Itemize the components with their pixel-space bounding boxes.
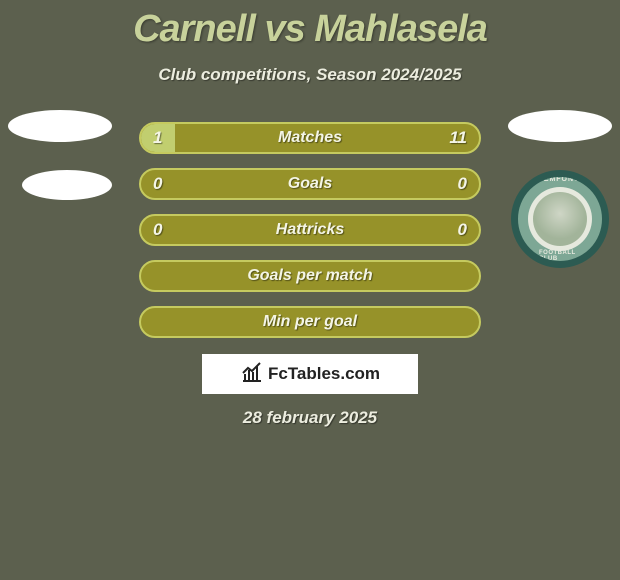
- bar-left-value: 0: [153, 174, 162, 194]
- badge-bottom-text: FOOTBALL CLUB: [539, 250, 581, 262]
- badge-inner-graphic: [533, 192, 587, 246]
- stat-bar: Min per goal: [139, 306, 481, 338]
- subtitle: Club competitions, Season 2024/2025: [0, 65, 620, 85]
- bar-right-value: 11: [449, 128, 467, 148]
- right-team-logo-placeholder-1: [508, 110, 612, 142]
- bar-left-value: 0: [153, 220, 162, 240]
- bar-label: Min per goal: [263, 313, 357, 331]
- stat-bar: 0 Hattricks 0: [139, 214, 481, 246]
- stat-bar: 0 Goals 0: [139, 168, 481, 200]
- bar-label: Goals: [288, 175, 332, 193]
- stat-bar: 1 Matches 11: [139, 122, 481, 154]
- bar-left-value: 1: [153, 128, 162, 148]
- right-team-badge: BLOEMFONTEIN FOOTBALL CLUB: [511, 170, 609, 268]
- left-team-logo-placeholder-1: [8, 110, 112, 142]
- bar-label: Matches: [278, 129, 342, 147]
- left-team-column: [0, 110, 120, 200]
- bar-right-value: 0: [458, 220, 467, 240]
- brand-chart-icon: [240, 360, 264, 389]
- comparison-bars: 1 Matches 11 0 Goals 0 0 Hattricks 0 Goals per ma…: [139, 122, 481, 338]
- badge-top-text: BLOEMFONTEIN: [526, 176, 594, 183]
- stat-bar: Goals per match: [139, 260, 481, 292]
- page-title: Carnell vs Mahlasela: [0, 0, 620, 51]
- left-team-logo-placeholder-2: [22, 170, 112, 200]
- bar-label: Goals per match: [247, 267, 372, 285]
- brand-panel[interactable]: FcTables.com: [202, 354, 418, 394]
- right-team-column: BLOEMFONTEIN FOOTBALL CLUB: [500, 110, 620, 268]
- brand-text: FcTables.com: [268, 364, 380, 384]
- date-text: 28 february 2025: [243, 408, 377, 428]
- bar-right-value: 0: [458, 174, 467, 194]
- bar-label: Hattricks: [276, 221, 344, 239]
